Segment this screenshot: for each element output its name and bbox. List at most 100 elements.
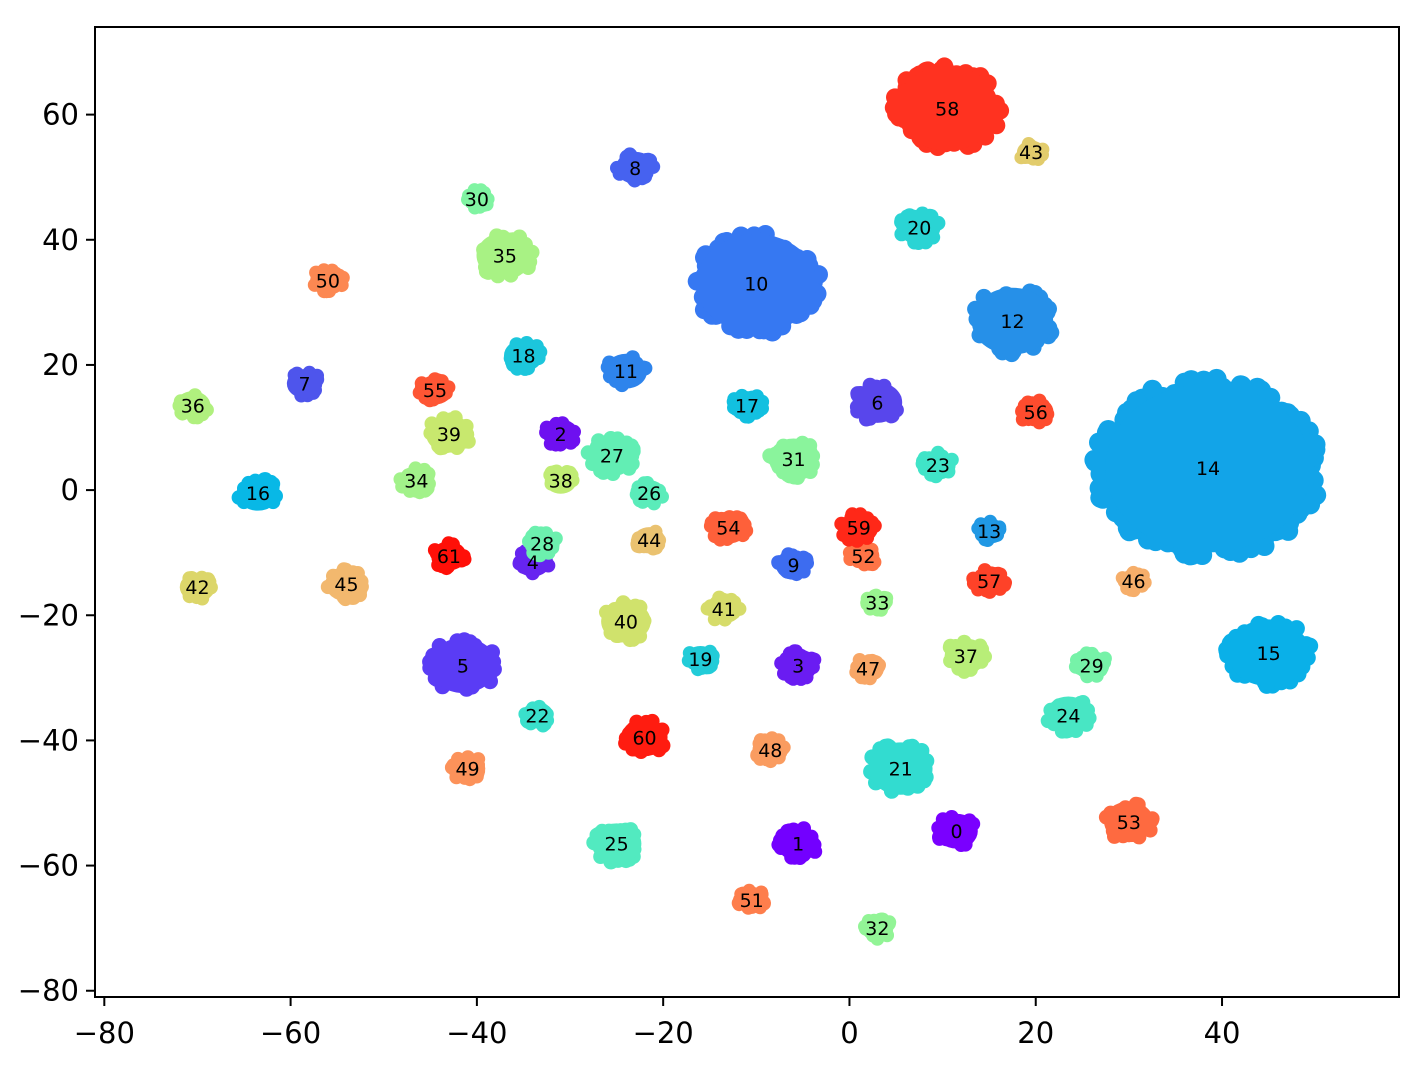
cluster-1 bbox=[771, 821, 823, 865]
cluster-core bbox=[615, 151, 655, 184]
x-tick-label: −80 bbox=[74, 1016, 135, 1050]
cluster-label: 20 bbox=[907, 217, 931, 239]
cluster-label: 35 bbox=[493, 245, 517, 267]
cluster-label: 48 bbox=[758, 740, 782, 762]
cluster-core bbox=[706, 594, 742, 624]
cluster-17 bbox=[726, 388, 770, 424]
cluster-16 bbox=[231, 472, 283, 511]
y-axis: −80 −60 −40 −20 0 20 40 60 bbox=[18, 98, 95, 1008]
cluster-core bbox=[684, 645, 717, 673]
cluster-core bbox=[776, 826, 820, 862]
cluster-core bbox=[604, 353, 648, 389]
cluster-10 bbox=[687, 225, 828, 342]
y-tick-label: −60 bbox=[18, 849, 79, 883]
cluster-label: 30 bbox=[465, 189, 489, 211]
cluster-core bbox=[778, 649, 818, 682]
cluster-label: 49 bbox=[455, 759, 479, 781]
point bbox=[1142, 379, 1163, 400]
cluster-label: 61 bbox=[437, 546, 461, 568]
y-tick-label: −80 bbox=[18, 974, 79, 1008]
cluster-30 bbox=[461, 183, 495, 215]
x-tick-label: 0 bbox=[840, 1016, 858, 1050]
cluster-label: 31 bbox=[781, 449, 805, 471]
cluster-label: 0 bbox=[951, 821, 963, 843]
cluster-label: 6 bbox=[871, 392, 883, 414]
x-axis: −80 −60 −40 −20 0 20 40 bbox=[74, 997, 1240, 1050]
cluster-label: 5 bbox=[457, 655, 469, 677]
cluster-35 bbox=[476, 228, 540, 284]
cluster-11 bbox=[600, 350, 653, 393]
x-tick-label: −20 bbox=[633, 1016, 694, 1050]
cluster-core bbox=[775, 550, 812, 580]
cluster-14 bbox=[1084, 368, 1327, 566]
cluster-24 bbox=[1040, 695, 1097, 739]
cluster-42 bbox=[179, 570, 218, 606]
cluster-core bbox=[975, 519, 1004, 543]
cluster-label: 39 bbox=[437, 424, 461, 446]
point bbox=[1089, 432, 1109, 453]
cluster-label: 19 bbox=[688, 649, 712, 671]
cluster-label: 51 bbox=[740, 890, 764, 912]
cluster-label: 18 bbox=[511, 346, 535, 368]
cluster-13 bbox=[971, 514, 1007, 547]
cluster-core bbox=[868, 742, 933, 795]
cluster-label: 15 bbox=[1257, 643, 1281, 665]
cluster-28 bbox=[522, 525, 563, 563]
cluster-9 bbox=[771, 547, 814, 582]
cluster-label: 4 bbox=[527, 552, 539, 574]
cluster-label: 41 bbox=[712, 599, 736, 621]
cluster-label: 58 bbox=[935, 98, 959, 120]
cluster-core bbox=[971, 287, 1054, 355]
cluster-12 bbox=[967, 283, 1060, 363]
cluster-23 bbox=[915, 445, 959, 484]
cluster-core bbox=[591, 823, 642, 865]
cluster-label: 7 bbox=[299, 374, 311, 396]
cluster-21 bbox=[863, 738, 935, 799]
cluster-label: 1 bbox=[792, 834, 804, 856]
cluster-label: 34 bbox=[404, 471, 428, 493]
cluster-label: 2 bbox=[555, 424, 567, 446]
cluster-core bbox=[398, 466, 435, 496]
cluster-label: 25 bbox=[605, 834, 629, 856]
cluster-marks bbox=[172, 57, 1327, 946]
cluster-core bbox=[543, 419, 579, 449]
cluster-core bbox=[236, 475, 280, 511]
cluster-label: 8 bbox=[629, 158, 641, 180]
x-tick-label: −60 bbox=[260, 1016, 321, 1050]
cluster-label: 21 bbox=[889, 759, 913, 781]
cluster-18 bbox=[503, 336, 548, 376]
cluster-label: 38 bbox=[549, 471, 573, 493]
cluster-label: 46 bbox=[1121, 571, 1145, 593]
cluster-label: 52 bbox=[851, 546, 875, 568]
x-tick-label: −40 bbox=[446, 1016, 507, 1050]
y-tick-label: 20 bbox=[42, 348, 79, 382]
cluster-core bbox=[175, 391, 211, 421]
cluster-label: 32 bbox=[865, 918, 889, 940]
cluster-8 bbox=[610, 147, 661, 188]
cluster-2 bbox=[539, 416, 581, 452]
cluster-label: 12 bbox=[1000, 311, 1024, 333]
cluster-label: 17 bbox=[735, 396, 759, 418]
cluster-core bbox=[920, 450, 956, 480]
cluster-31 bbox=[762, 435, 821, 485]
cluster-label: 16 bbox=[246, 483, 270, 505]
cluster-label: 14 bbox=[1196, 458, 1220, 480]
cluster-label: 27 bbox=[600, 446, 624, 468]
cluster-core bbox=[601, 601, 651, 642]
y-tick-label: 40 bbox=[42, 223, 79, 257]
cluster-26 bbox=[629, 476, 669, 511]
cluster-22 bbox=[518, 699, 555, 733]
cluster-label: 54 bbox=[716, 518, 740, 540]
cluster-label: 11 bbox=[614, 361, 638, 383]
cluster-core bbox=[633, 480, 666, 507]
cluster-label: 55 bbox=[423, 380, 447, 402]
cluster-core bbox=[729, 391, 765, 421]
cluster-40 bbox=[599, 595, 652, 648]
cluster-core bbox=[521, 702, 554, 729]
cluster-core bbox=[476, 232, 534, 279]
cluster-label: 37 bbox=[954, 646, 978, 668]
cluster-25 bbox=[586, 822, 642, 870]
cluster-5 bbox=[422, 632, 502, 697]
cluster-label: 43 bbox=[1019, 142, 1043, 164]
cluster-20 bbox=[894, 206, 946, 250]
